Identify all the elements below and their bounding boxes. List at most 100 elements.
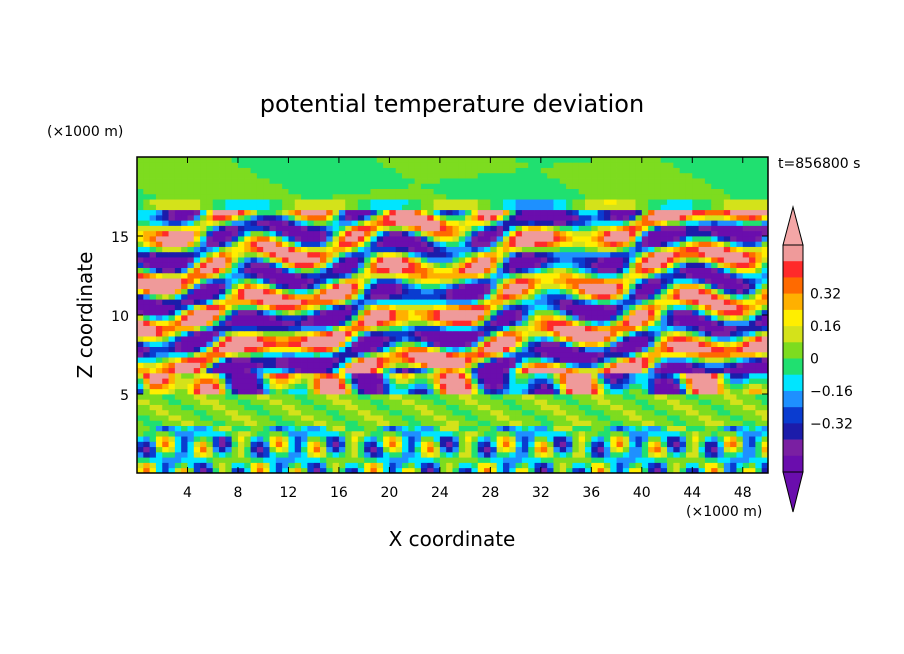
field-cell: [275, 409, 283, 416]
field-cell: [622, 415, 630, 421]
field-cell: [597, 278, 605, 284]
field-cell: [332, 383, 340, 390]
field-cell: [547, 346, 554, 353]
field-cell: [749, 241, 756, 247]
field-cell: [206, 430, 214, 437]
field-cell: [237, 272, 245, 279]
field-cell: [679, 415, 687, 421]
field-cell: [275, 246, 283, 253]
field-cell: [137, 441, 144, 448]
field-cell: [187, 262, 195, 268]
field-cell: [174, 246, 182, 253]
field-cell: [301, 246, 308, 253]
field-cell: [162, 346, 169, 353]
field-cell: [244, 230, 251, 237]
field-cell: [168, 425, 176, 432]
field-cell: [370, 209, 378, 216]
field-cell: [395, 251, 403, 258]
field-cell: [200, 241, 207, 247]
field-cell: [237, 436, 245, 442]
field-cell: [231, 420, 239, 426]
field-cell: [534, 415, 542, 421]
field-cell: [162, 367, 169, 374]
field-cell: [749, 262, 756, 268]
field-cell: [313, 278, 321, 284]
field-cell: [376, 425, 384, 432]
field-cell: [345, 267, 352, 274]
field-cell: [711, 441, 718, 448]
field-cell: [629, 378, 636, 384]
field-cell: [408, 293, 416, 300]
field-cell: [294, 288, 302, 295]
field-cell: [231, 214, 239, 221]
field-cell: [452, 346, 460, 353]
field-cell: [376, 299, 384, 305]
field-cell: [193, 214, 201, 221]
field-cell: [673, 241, 681, 247]
field-cell: [465, 267, 472, 274]
field-cell: [477, 341, 485, 347]
field-cell: [162, 304, 169, 311]
field-cell: [736, 304, 744, 311]
field-cell: [237, 262, 245, 268]
field-cell: [496, 220, 504, 226]
field-cell: [723, 278, 731, 284]
field-cell: [250, 320, 258, 326]
field-cell: [187, 383, 195, 390]
field-cell: [629, 441, 636, 448]
field-cell: [749, 467, 756, 473]
field-cell: [181, 299, 188, 305]
field-cell: [338, 220, 346, 226]
field-cell: [749, 246, 756, 253]
field-cell: [648, 325, 655, 332]
field-cell: [143, 325, 151, 332]
field-cell: [465, 214, 472, 221]
field-cell: [749, 372, 756, 379]
field-cell: [534, 220, 542, 226]
field-cell: [540, 330, 548, 337]
field-cell: [414, 299, 422, 305]
field-cell: [692, 420, 699, 426]
field-cell: [313, 288, 321, 295]
field-cell: [376, 388, 384, 395]
field-cell: [585, 372, 592, 379]
field-cell: [219, 367, 226, 374]
field-cell: [376, 225, 384, 232]
field-cell: [219, 267, 226, 274]
field-cell: [364, 346, 371, 353]
field-cell: [629, 415, 636, 421]
field-cell: [509, 362, 516, 369]
field-cell: [237, 267, 245, 274]
field-cell: [685, 241, 693, 247]
field-cell: [585, 209, 592, 216]
field-cell: [433, 362, 441, 369]
field-cell: [471, 367, 479, 374]
field-cell: [137, 383, 144, 390]
field-cell: [155, 420, 163, 426]
field-cell: [736, 388, 744, 395]
field-cell: [528, 351, 535, 358]
field-cell: [635, 267, 643, 274]
field-cell: [540, 409, 548, 416]
field-cell: [559, 230, 567, 237]
field-cell: [402, 341, 409, 347]
field-cell: [723, 293, 731, 300]
field-cell: [509, 457, 516, 463]
field-cell: [616, 441, 624, 448]
field-cell: [206, 257, 214, 263]
field-cell: [622, 436, 630, 442]
field-cell: [420, 251, 428, 258]
field-cell: [515, 267, 523, 274]
field-cell: [219, 330, 226, 337]
field-cell: [212, 425, 220, 432]
field-cell: [597, 325, 605, 332]
field-cell: [345, 341, 352, 347]
field-cell: [332, 451, 340, 458]
field-cell: [515, 278, 523, 284]
field-cell: [402, 336, 409, 342]
field-cell: [225, 267, 233, 274]
field-cell: [521, 372, 529, 379]
field-cell: [414, 209, 422, 216]
field-cell: [578, 267, 586, 274]
field-cell: [269, 362, 277, 369]
